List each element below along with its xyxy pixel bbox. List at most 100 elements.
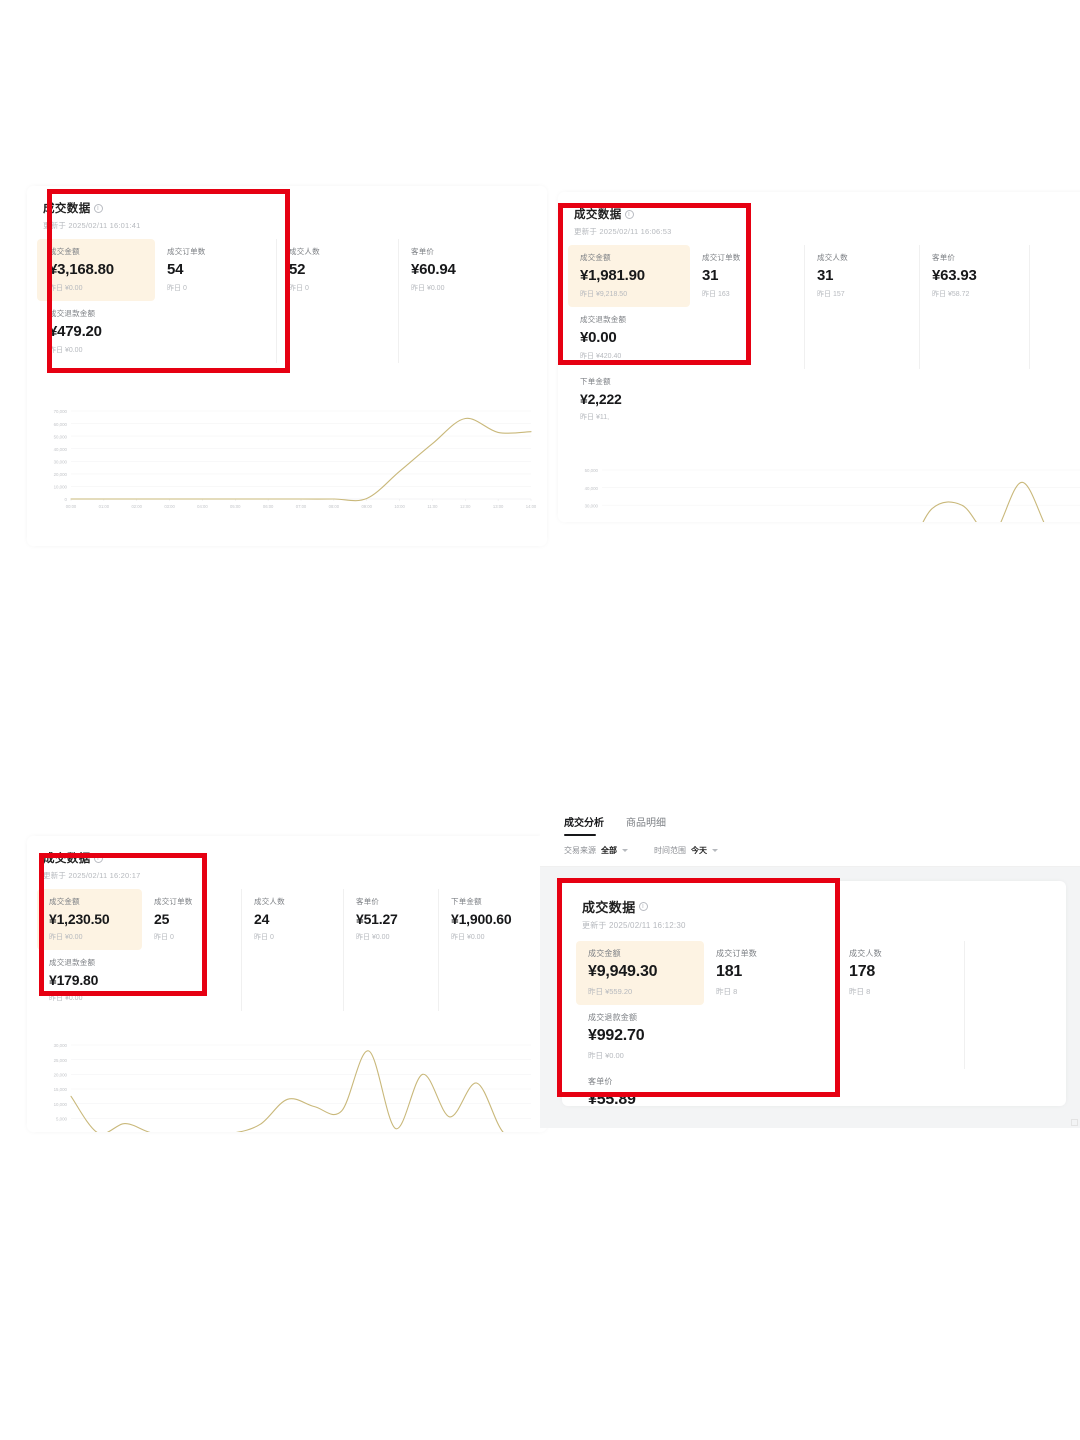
metric-value: 52 [289, 261, 306, 278]
metric-label: 下单金额 [580, 377, 611, 386]
metric-value: ¥3,168.80 [49, 261, 114, 278]
metric-value: 25 [154, 911, 170, 927]
filter-bar: 交易来源 全部 时间范围 今天 [540, 836, 1080, 867]
metric-card-refund[interactable]: 成交退款金额 ¥479.20 昨日 ¥0.00 [37, 301, 155, 363]
metric-card-refund[interactable]: 成交退款金额 ¥0.00 昨日 ¥420.40 [568, 307, 690, 369]
filter-transaction-source[interactable]: 交易来源 全部 [564, 845, 628, 856]
svg-text:08:00: 08:00 [329, 504, 340, 509]
svg-text:50,000: 50,000 [54, 434, 68, 439]
svg-text:13:00: 13:00 [493, 504, 504, 509]
metric-card-gmv[interactable]: 成交金额 ¥1,981.90 昨日 ¥9,218.50 [568, 245, 690, 307]
metric-card-aov[interactable]: 客单价 ¥60.94 昨日 ¥0.00 [399, 239, 521, 363]
svg-text:12:00: 12:00 [460, 504, 471, 509]
svg-text:10,000: 10,000 [54, 485, 68, 490]
svg-text:60,000: 60,000 [54, 422, 68, 427]
metric-compare: 昨日 0 [254, 934, 274, 941]
metric-card-gmv[interactable]: 成交金额 ¥9,949.30 昨日 ¥559.20 [576, 941, 704, 1005]
filter-time-range[interactable]: 时间范围 今天 [654, 845, 718, 856]
metric-value: ¥55.89 [588, 1091, 636, 1106]
metric-column-primary: 成交金额 ¥9,949.30 昨日 ¥559.20 成交退款金额 ¥992.70… [576, 941, 704, 1069]
metric-label: 下单金额 [451, 897, 482, 906]
metric-card-buyers[interactable]: 成交人数 52 昨日 0 [277, 239, 399, 363]
svg-text:00:00: 00:00 [66, 504, 77, 509]
filter-value: 全部 [601, 846, 617, 855]
metric-card-orders[interactable]: 成交订单数 25 昨日 0 [142, 889, 242, 1011]
metric-compare: 昨日 ¥0.00 [451, 934, 485, 941]
metric-strip: 成交金额 ¥9,949.30 昨日 ¥559.20 成交退款金额 ¥992.70… [562, 933, 1066, 1106]
tab-label: 商品明细 [626, 818, 666, 829]
metric-label: 成交订单数 [167, 247, 206, 256]
metric-strip: 成交金额 ¥1,981.90 昨日 ¥9,218.50 成交退款金额 ¥0.00… [558, 239, 1080, 440]
metric-card-gmv[interactable]: 成交金额 ¥1,230.50 昨日 ¥0.00 [37, 889, 142, 950]
metric-card-buyers[interactable]: 成交人数 178 昨日 8 [837, 941, 965, 1069]
metric-label: 成交退款金额 [49, 309, 96, 318]
panel-header: 成交数据 i 更新于 2025/02/11 16:20:17 [27, 836, 547, 883]
metric-compare: 昨日 8 [716, 987, 738, 996]
svg-text:09:00: 09:00 [361, 504, 372, 509]
tab-label: 成交分析 [564, 818, 604, 829]
svg-text:10,000: 10,000 [54, 1102, 68, 1107]
metric-value: 54 [167, 261, 184, 278]
metric-card-refund[interactable]: 成交退款金额 ¥992.70 昨日 ¥0.00 [576, 1005, 704, 1069]
metric-card-orders[interactable]: 成交订单数 54 昨日 0 [155, 239, 277, 363]
trend-chart-bottom-left: 30,00025,00020,00015,00010,0005,000000:0… [27, 1033, 547, 1132]
metric-card-gmv[interactable]: 成交金额 ¥3,168.80 昨日 ¥0.00 [37, 239, 155, 301]
scroll-corner[interactable] [1071, 1119, 1078, 1126]
tab-product-detail[interactable]: 商品明细 [626, 814, 666, 836]
shot-bottom-left: 成交数据 i 更新于 2025/02/11 16:20:17 成交金额 ¥1,2… [27, 836, 547, 1132]
metric-value: 24 [254, 911, 270, 927]
chevron-down-icon[interactable] [712, 849, 718, 852]
metric-column-primary: 成交金额 ¥1,981.90 昨日 ¥9,218.50 成交退款金额 ¥0.00… [568, 245, 690, 369]
metric-card-order-amount[interactable]: 下单金额 ¥2,222 昨日 ¥11, [568, 369, 658, 430]
metric-card-orders[interactable]: 成交订单数 31 昨日 163 [690, 245, 805, 369]
info-icon[interactable]: i [93, 203, 103, 213]
metric-card-aov[interactable]: 客单价 ¥51.27 昨日 ¥0.00 [344, 889, 439, 1011]
info-icon[interactable]: i [93, 853, 103, 863]
metric-value: ¥0.00 [580, 329, 617, 346]
panel-header: 成交数据 i 更新于 2025/02/11 16:01:41 [27, 186, 547, 233]
trend-chart-top-right: 50,00040,00030,00020,00010,000000:0001:0… [558, 458, 1080, 522]
svg-text:10:00: 10:00 [394, 504, 405, 509]
svg-text:06:00: 06:00 [263, 504, 274, 509]
metric-card-aov[interactable]: 客单价 ¥55.89 昨日 ¥69.90 [576, 1069, 696, 1106]
metric-compare: 昨日 163 [702, 291, 730, 298]
svg-text:5,000: 5,000 [56, 1117, 68, 1122]
metric-label: 成交金额 [49, 897, 80, 906]
info-icon[interactable]: i [624, 209, 634, 219]
metric-value: ¥179.80 [49, 972, 99, 988]
metric-strip: 成交金额 ¥1,230.50 昨日 ¥0.00 成交退款金额 ¥179.80 昨… [27, 883, 547, 1021]
metric-compare: 昨日 ¥11, [580, 414, 610, 421]
metric-compare: 昨日 ¥0.00 [411, 285, 445, 292]
update-timestamp: 更新于 2025/02/11 16:12:30 [582, 921, 686, 930]
metric-label: 成交金额 [49, 247, 80, 256]
info-icon[interactable]: i [638, 902, 648, 911]
metric-card-buyers[interactable]: 成交人数 31 昨日 157 [805, 245, 920, 369]
metric-card-orders[interactable]: 成交订单数 181 昨日 8 [704, 941, 837, 1069]
metric-compare: 昨日 0 [289, 285, 309, 292]
metric-value: ¥60.94 [411, 261, 456, 278]
metric-label: 成交订单数 [702, 253, 741, 262]
metric-compare: 昨日 ¥0.00 [49, 934, 83, 941]
metric-compare: 昨日 ¥0.00 [49, 995, 83, 1002]
metric-compare: 昨日 ¥0.00 [49, 285, 83, 292]
metric-strip: 成交金额 ¥3,168.80 昨日 ¥0.00 成交退款金额 ¥479.20 昨… [27, 233, 547, 373]
metric-value: 178 [849, 963, 876, 980]
page-title: 成交数据 i [43, 850, 531, 866]
chevron-down-icon[interactable] [622, 849, 628, 852]
svg-text:11:00: 11:00 [427, 504, 438, 509]
metric-card-buyers[interactable]: 成交人数 24 昨日 0 [242, 889, 344, 1011]
panel-title-text: 成交数据 [582, 900, 636, 915]
metric-compare: 昨日 ¥0.00 [356, 934, 390, 941]
metric-card-order-amount[interactable]: 下单金额 ¥1,900.60 昨日 ¥0.00 [439, 889, 534, 1011]
metric-label: 客单价 [356, 897, 380, 906]
metric-compare: 昨日 ¥58.72 [932, 291, 970, 298]
panel-title-text: 成交数据 [43, 203, 91, 215]
panel-header: 成交数据 i 更新于 2025/02/11 16:12:30 [562, 881, 1066, 933]
metric-card-aov[interactable]: 客单价 ¥63.93 昨日 ¥58.72 [920, 245, 1030, 369]
metric-card-refund[interactable]: 成交退款金额 ¥179.80 昨日 ¥0.00 [37, 950, 142, 1011]
svg-text:50,000: 50,000 [585, 468, 599, 473]
tab-transaction-analysis[interactable]: 成交分析 [564, 814, 604, 836]
svg-text:04:00: 04:00 [197, 504, 208, 509]
metric-compare: 昨日 ¥0.00 [588, 1051, 624, 1060]
trend-chart-top-left: 70,000 60,000 50,000 40,000 30,000 20,000 10,0… [27, 399, 547, 523]
